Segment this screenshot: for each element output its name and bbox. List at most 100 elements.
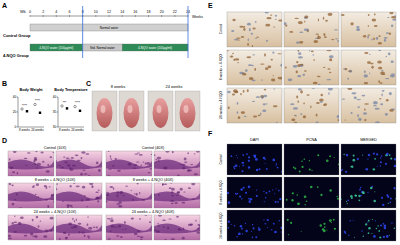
chart-title: Body Weight (19, 88, 43, 92)
cell (381, 155, 383, 157)
panel-letter: A (2, 2, 7, 9)
stain (386, 56, 387, 57)
cell (243, 187, 245, 189)
image-tile (227, 177, 282, 208)
nucleus (139, 154, 143, 156)
nucleus (57, 183, 58, 185)
cell (235, 164, 238, 167)
tick-label: 35 (53, 110, 57, 114)
plot-marks (21, 103, 41, 114)
stain (276, 122, 277, 123)
nucleus (190, 164, 193, 165)
stain (367, 61, 371, 64)
stain (260, 95, 264, 98)
sacrifice-line (188, 6, 189, 58)
nucleus (158, 215, 162, 217)
stain (327, 68, 330, 70)
y-axis (18, 97, 19, 127)
tick (30, 15, 31, 17)
image-tile (341, 210, 396, 241)
stain (231, 30, 234, 32)
nucleus (196, 231, 200, 233)
cell (277, 201, 279, 203)
stain (234, 39, 238, 41)
stain (298, 50, 300, 52)
cell (234, 225, 236, 227)
stain (318, 19, 319, 22)
stain (294, 122, 297, 123)
stain (326, 79, 331, 80)
nucleus (139, 218, 141, 220)
stain (264, 53, 266, 56)
bar-label: Std. Normal water (90, 46, 115, 50)
stain (288, 79, 293, 82)
nucleus (120, 236, 123, 238)
nucleus (88, 237, 90, 238)
category-label: 8 weeks (19, 128, 31, 132)
stain (317, 76, 321, 77)
nucleus (122, 195, 124, 196)
cell (245, 230, 247, 232)
cell (354, 194, 356, 196)
tick-label: 18 (147, 10, 151, 14)
nucleus (180, 163, 182, 165)
cell (345, 232, 347, 234)
cell (294, 167, 296, 169)
tick (57, 127, 58, 128)
cell (240, 188, 242, 190)
cell (334, 228, 336, 230)
image-tile (341, 177, 396, 208)
tile-border (154, 215, 200, 240)
tile-border (284, 177, 339, 208)
nucleus (87, 235, 90, 237)
image-label: 24 weeks + 4-NQO (40X) (132, 210, 175, 214)
cell (286, 199, 288, 201)
stain (266, 40, 268, 42)
nucleus (169, 187, 172, 189)
stain (373, 101, 378, 104)
nucleus (187, 169, 191, 172)
stain (356, 28, 360, 31)
tick (43, 15, 44, 17)
nucleus (190, 224, 193, 226)
tissue (8, 183, 54, 208)
cell (306, 200, 307, 201)
cell (381, 197, 383, 199)
cell (276, 163, 278, 165)
epithelium (106, 159, 152, 169)
image-tile (154, 215, 200, 240)
nucleus (36, 167, 38, 168)
cell (333, 219, 335, 221)
nucleus (110, 230, 112, 232)
cell (267, 219, 269, 221)
tile-border (284, 210, 339, 241)
stain (248, 39, 249, 42)
cell (376, 228, 378, 230)
image-tile (56, 215, 102, 240)
cell (344, 231, 346, 233)
tile-border (227, 177, 282, 208)
tile-border (284, 12, 339, 47)
cell (347, 199, 349, 201)
nucleus (143, 161, 145, 162)
stain (347, 88, 352, 90)
stain (323, 67, 325, 68)
stain (252, 27, 255, 29)
nucleus (191, 183, 195, 185)
stain (378, 80, 380, 83)
nucleus (128, 163, 132, 166)
cell (341, 169, 342, 171)
cell (290, 222, 292, 224)
group-name: 4-NQO Group (3, 53, 29, 58)
cell (279, 220, 280, 221)
nucleus (65, 237, 67, 239)
tick (57, 97, 58, 98)
tissue (56, 151, 102, 176)
nucleus (182, 202, 186, 204)
stain (227, 91, 230, 93)
cell (386, 235, 389, 238)
stain (278, 53, 282, 54)
image-tile (154, 151, 200, 176)
significance: *** (63, 101, 67, 105)
cell (265, 197, 267, 199)
